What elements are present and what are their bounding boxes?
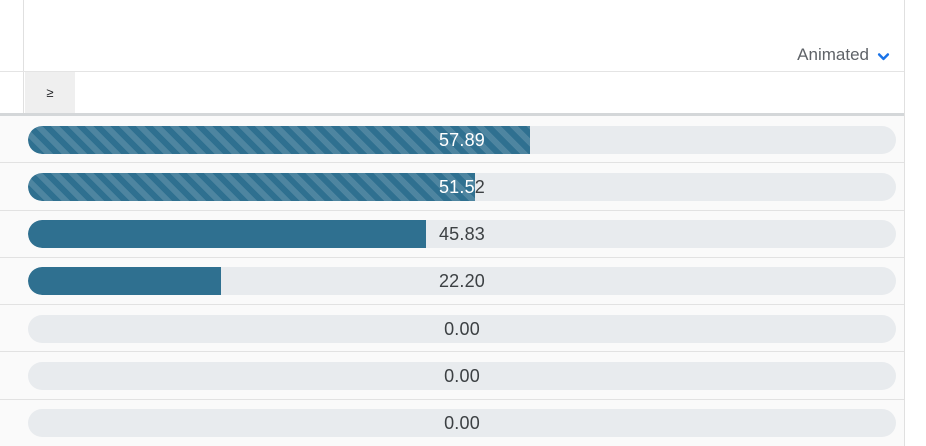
animated-dropdown[interactable]: Animated — [797, 44, 893, 66]
progress-track: 0.00 0.00 — [28, 409, 896, 438]
progress-fill: 51.52 — [28, 172, 476, 201]
bar-value-label-overlay: 22.20 — [28, 267, 221, 295]
progress-bar-list: 57.89 57.89 51.52 51.52 45.83 45.83 — [0, 116, 904, 446]
filter-operator-label: ≥ — [46, 85, 54, 100]
progress-row: 0.00 0.00 — [0, 352, 904, 400]
progress-row: 0.00 0.00 — [0, 305, 904, 353]
progress-row: 22.20 22.20 — [0, 258, 904, 306]
header-divider — [0, 71, 904, 72]
progress-track: 22.20 22.20 — [28, 267, 896, 296]
bar-value-label: 0.00 — [444, 413, 480, 434]
progress-row: 45.83 45.83 — [0, 211, 904, 259]
progress-track: 0.00 0.00 — [28, 314, 896, 343]
progress-track: 45.83 45.83 — [28, 220, 896, 249]
progress-track: 57.89 57.89 — [28, 125, 896, 154]
progress-fill: 22.20 — [28, 267, 221, 296]
bar-value-label: 0.00 — [444, 365, 480, 386]
bar-value-label-overlay: 45.83 — [28, 220, 426, 248]
progress-fill: 45.83 — [28, 220, 426, 249]
chevron-down-icon — [874, 44, 893, 66]
progress-row: 0.00 0.00 — [0, 400, 904, 446]
header-bottom-border — [0, 113, 904, 116]
grid-right-border — [904, 0, 905, 446]
filter-operator-cell[interactable]: ≥ — [25, 72, 75, 113]
bar-value-label: 22.20 — [438, 271, 486, 292]
progress-fill: 57.89 — [28, 125, 531, 154]
animated-dropdown-label: Animated — [797, 45, 869, 64]
progress-track: 0.00 0.00 — [28, 361, 896, 390]
progress-track: 51.52 51.52 — [28, 172, 896, 201]
progress-row: 51.52 51.52 — [0, 163, 904, 211]
bar-value-label-overlay: 57.89 — [438, 129, 486, 150]
bar-value-label-overlay: 51.52 — [438, 176, 475, 197]
bar-value-label: 0.00 — [444, 318, 480, 339]
progress-row: 57.89 57.89 — [0, 116, 904, 164]
bar-value-label: 45.83 — [438, 224, 486, 245]
